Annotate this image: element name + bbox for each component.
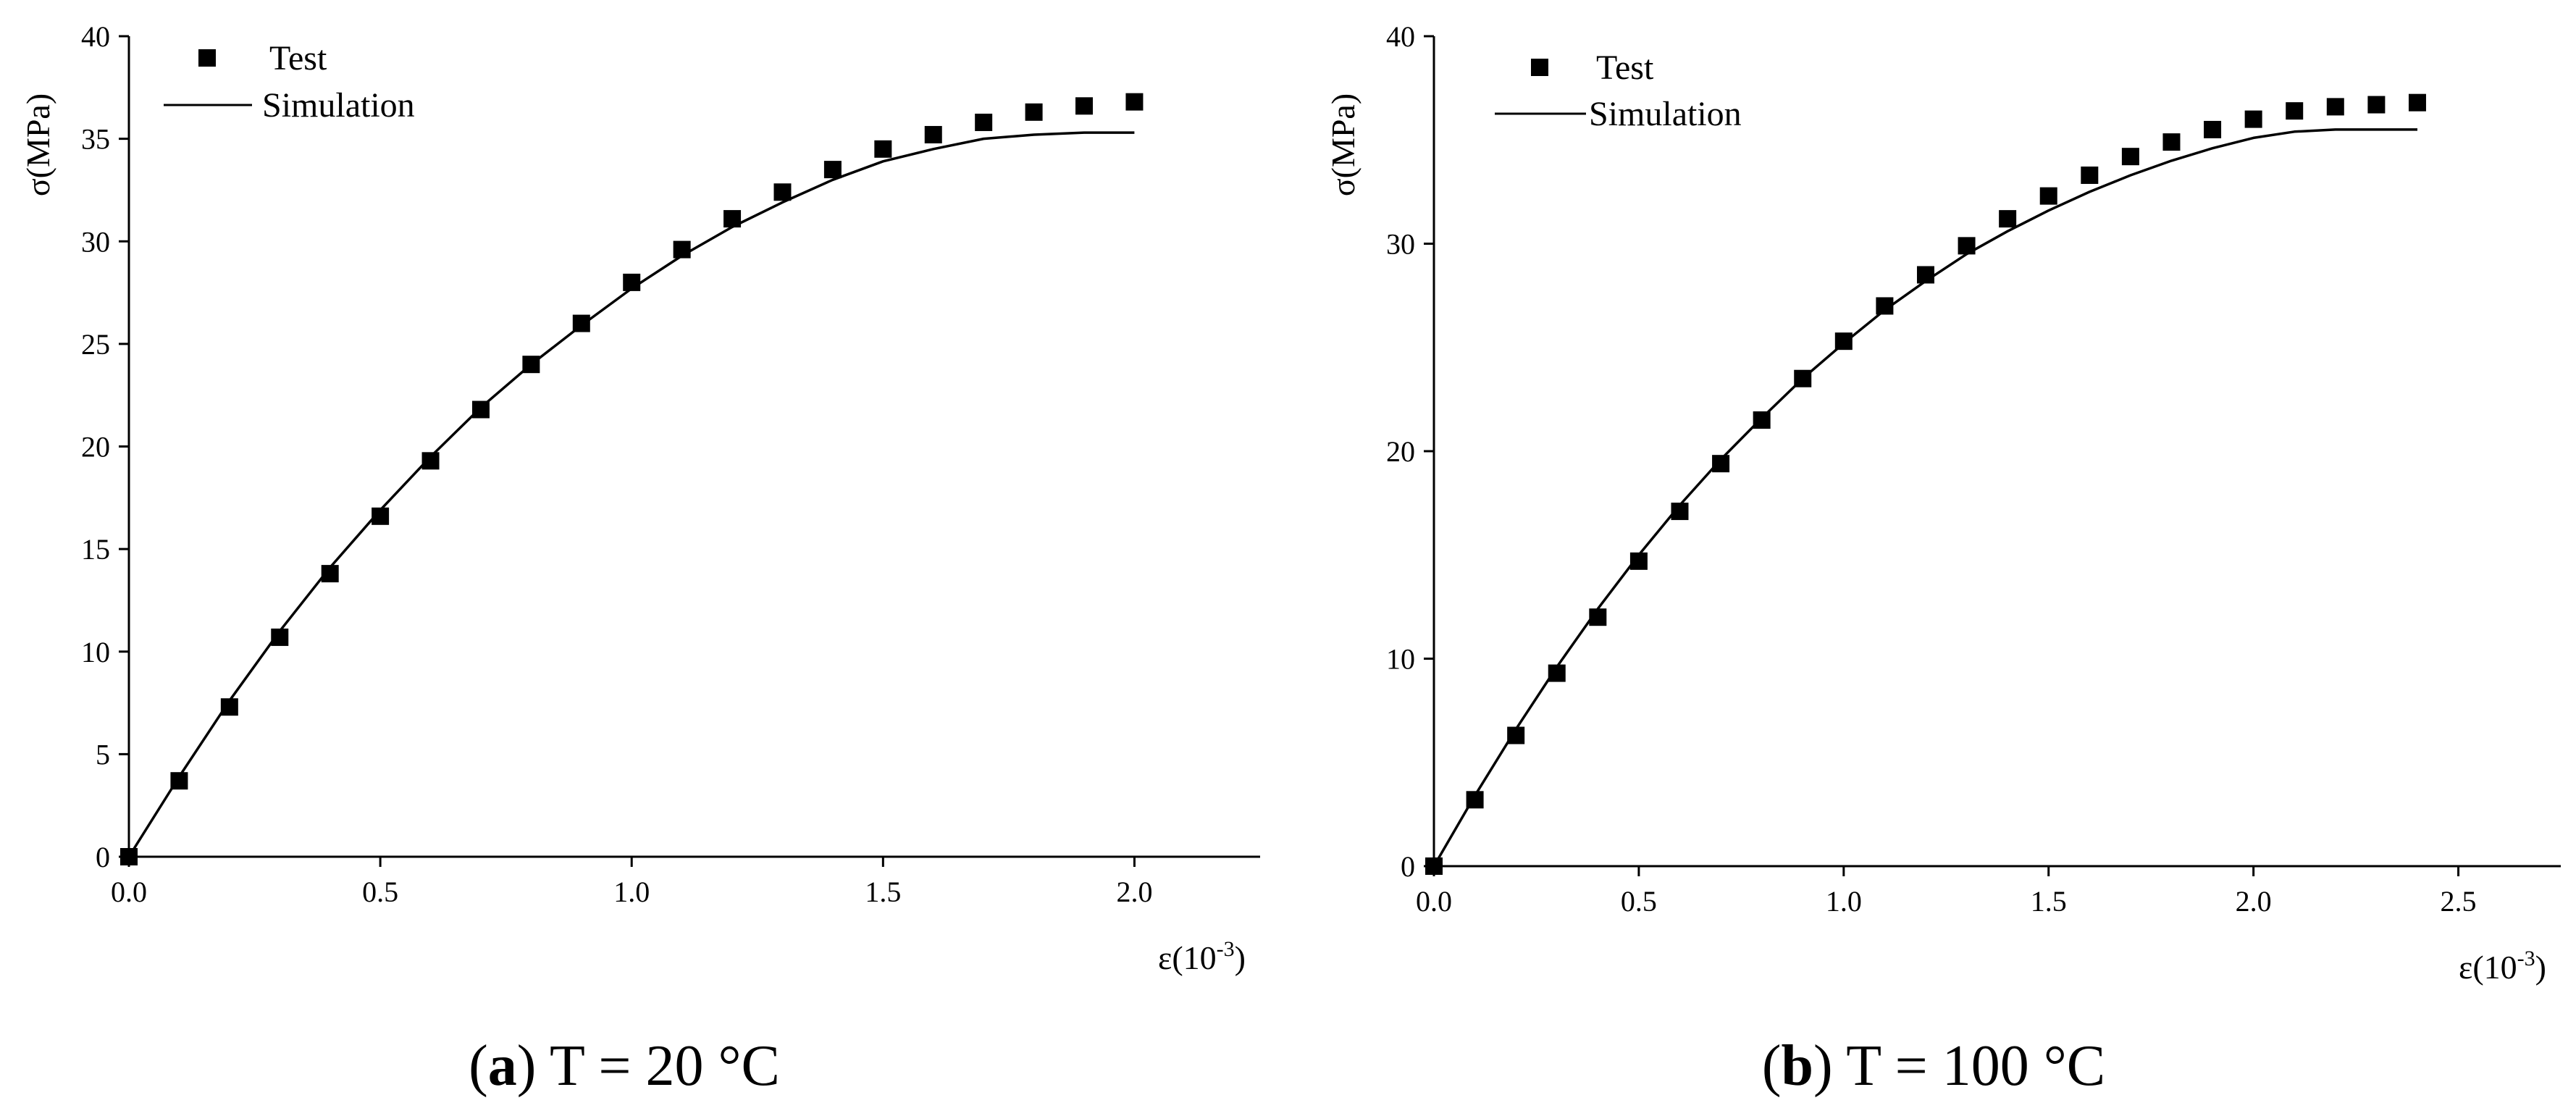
x-tick-label: 0.5 — [1621, 885, 1657, 918]
x-tick-label: 2.5 — [2441, 885, 2477, 918]
test-data-point — [2367, 96, 2386, 114]
y-tick-label: 10 — [1386, 643, 1415, 676]
legend-simulation-label: Simulation — [262, 86, 415, 125]
test-data-point — [2121, 148, 2139, 166]
x-tick-label: 1.5 — [2031, 885, 2067, 918]
y-axis-label: σ(MPa) — [1325, 93, 1362, 196]
legend-simulation-label: Simulation — [1589, 95, 1742, 133]
x-tick-label: 0.0 — [1416, 885, 1452, 918]
x-tick-label: 1.0 — [613, 876, 650, 908]
test-data-point — [1025, 103, 1043, 121]
test-data-point — [1075, 97, 1094, 115]
x-axis-label: ε(10-3) — [1158, 937, 1246, 976]
test-data-point — [2286, 102, 2304, 120]
x-tick-label: 0.5 — [362, 876, 398, 908]
test-data-point — [924, 125, 942, 143]
test-data-point — [1125, 93, 1144, 111]
y-tick-label: 5 — [96, 738, 110, 771]
test-data-point — [773, 183, 792, 201]
y-tick-label: 15 — [81, 533, 110, 566]
test-data-point — [2408, 93, 2426, 112]
legend-test-marker — [198, 49, 216, 67]
y-tick-label: 10 — [81, 636, 110, 668]
y-tick-label: 40 — [1386, 20, 1415, 53]
panel-b: 0.0 0.5 1.0 1.5 2.0 2.5 0 10 20 30 40 σ(MPa) ε(10-3)… — [1325, 20, 2561, 1098]
test-data-point — [1999, 210, 2017, 228]
test-data-point — [2204, 120, 2222, 138]
x-tick-label: 0.0 — [111, 876, 147, 908]
y-axis-label: σ(MPa) — [20, 93, 56, 196]
test-data-point — [2244, 110, 2262, 128]
panel-caption: (a) T = 20 °C — [469, 1034, 780, 1098]
simulation-line — [1432, 128, 2417, 867]
x-tick-label: 1.0 — [1826, 885, 1862, 918]
test-data-point — [421, 452, 440, 470]
test-data-point — [874, 140, 892, 158]
legend-test-label: Test — [269, 39, 327, 77]
y-tick-label: 0 — [96, 841, 110, 873]
y-tick-label: 20 — [81, 431, 110, 463]
test-data-point — [1753, 411, 1771, 429]
x-tick-label: 1.5 — [865, 876, 901, 908]
x-tick-label: 2.0 — [2236, 885, 2272, 918]
test-data-point — [2162, 133, 2181, 151]
x-axis-label: ε(10-3) — [2459, 947, 2546, 986]
test-data-point — [2081, 166, 2099, 184]
test-data-point — [975, 113, 993, 131]
test-data-point — [2326, 98, 2344, 116]
y-tick-label: 0 — [1401, 850, 1415, 883]
simulation-line — [127, 131, 1135, 857]
y-tick-label: 25 — [81, 328, 110, 361]
panel-a: 0.0 0.5 1.0 1.5 2.0 0 5 10 15 20 25 30 35 40 σ(MPa) ε(1… — [20, 20, 1260, 1098]
y-tick-label: 20 — [1386, 435, 1415, 468]
panel-caption: (b) T = 100 °C — [1762, 1034, 2105, 1098]
test-data-point — [2039, 187, 2057, 205]
y-tick-label: 30 — [81, 225, 110, 258]
y-tick-label: 35 — [81, 123, 110, 156]
test-data-point — [823, 161, 842, 179]
x-tick-label: 2.0 — [1116, 876, 1152, 908]
y-tick-label: 30 — [1386, 228, 1415, 261]
legend-test-label: Test — [1596, 49, 1654, 87]
legend-test-marker — [1531, 59, 1548, 76]
test-data-point — [1712, 455, 1730, 473]
y-tick-label: 40 — [81, 20, 110, 53]
